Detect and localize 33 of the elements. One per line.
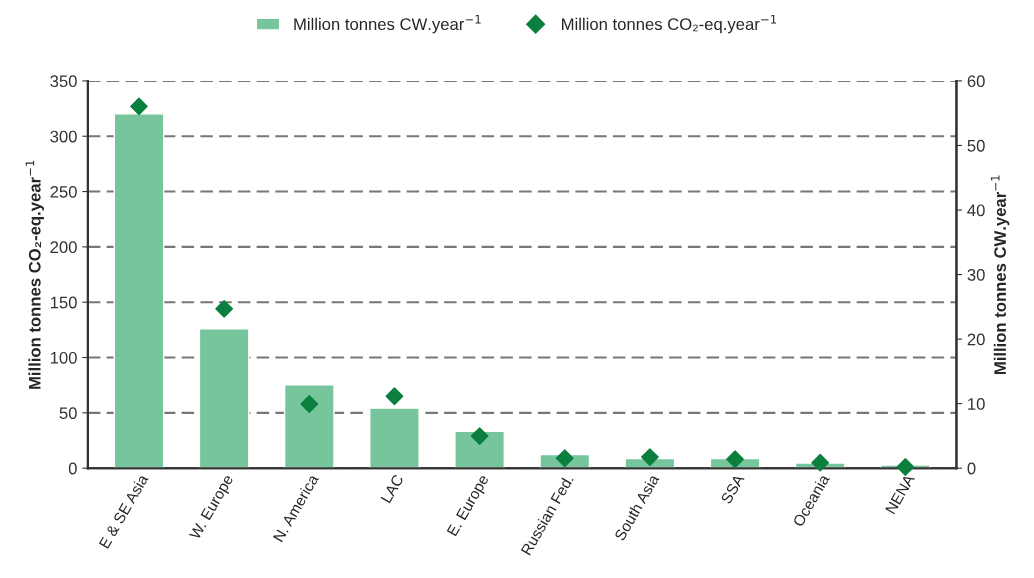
y2-axis-title: Million tonnes CW.year$^{−1}$	[990, 175, 1010, 375]
point	[555, 449, 574, 468]
bar	[283, 384, 335, 469]
y2-tick-label: 40	[967, 204, 985, 217]
y2-tick-label: 0	[967, 462, 976, 475]
bar	[369, 407, 420, 469]
legend-label: Million tonnes CW.year$^{−1}$	[294, 15, 481, 34]
y-tick-label: 300	[50, 130, 77, 143]
y-tick-label: 150	[50, 296, 77, 309]
point	[130, 97, 148, 116]
y2-tick-label: 60	[967, 75, 985, 88]
point	[896, 458, 915, 476]
bar	[198, 328, 250, 469]
point	[385, 387, 404, 406]
y-tick-label: 200	[50, 241, 77, 254]
y-tick-label: 350	[50, 75, 77, 88]
y2-tick-label: 50	[967, 139, 985, 152]
y-axis-title: Million tonnes CO₂-eq.year$^{−1}$	[25, 160, 44, 389]
y-tick-label: 0	[68, 462, 77, 475]
point	[215, 299, 234, 318]
y2-tick-label: 20	[967, 333, 985, 346]
bar	[113, 113, 165, 469]
point	[726, 450, 744, 469]
y-tick-label: 250	[50, 185, 77, 198]
point	[300, 395, 319, 413]
legend-label: Million tonnes CO₂-eq.year$^{−1}$	[562, 15, 777, 34]
y-tick-label: 100	[50, 351, 77, 364]
y2-tick-label: 10	[968, 398, 985, 410]
point	[811, 453, 830, 472]
point	[640, 448, 659, 467]
y-tick-label: 50	[59, 407, 77, 420]
y2-tick-label: 30	[967, 268, 985, 281]
point	[470, 427, 489, 446]
